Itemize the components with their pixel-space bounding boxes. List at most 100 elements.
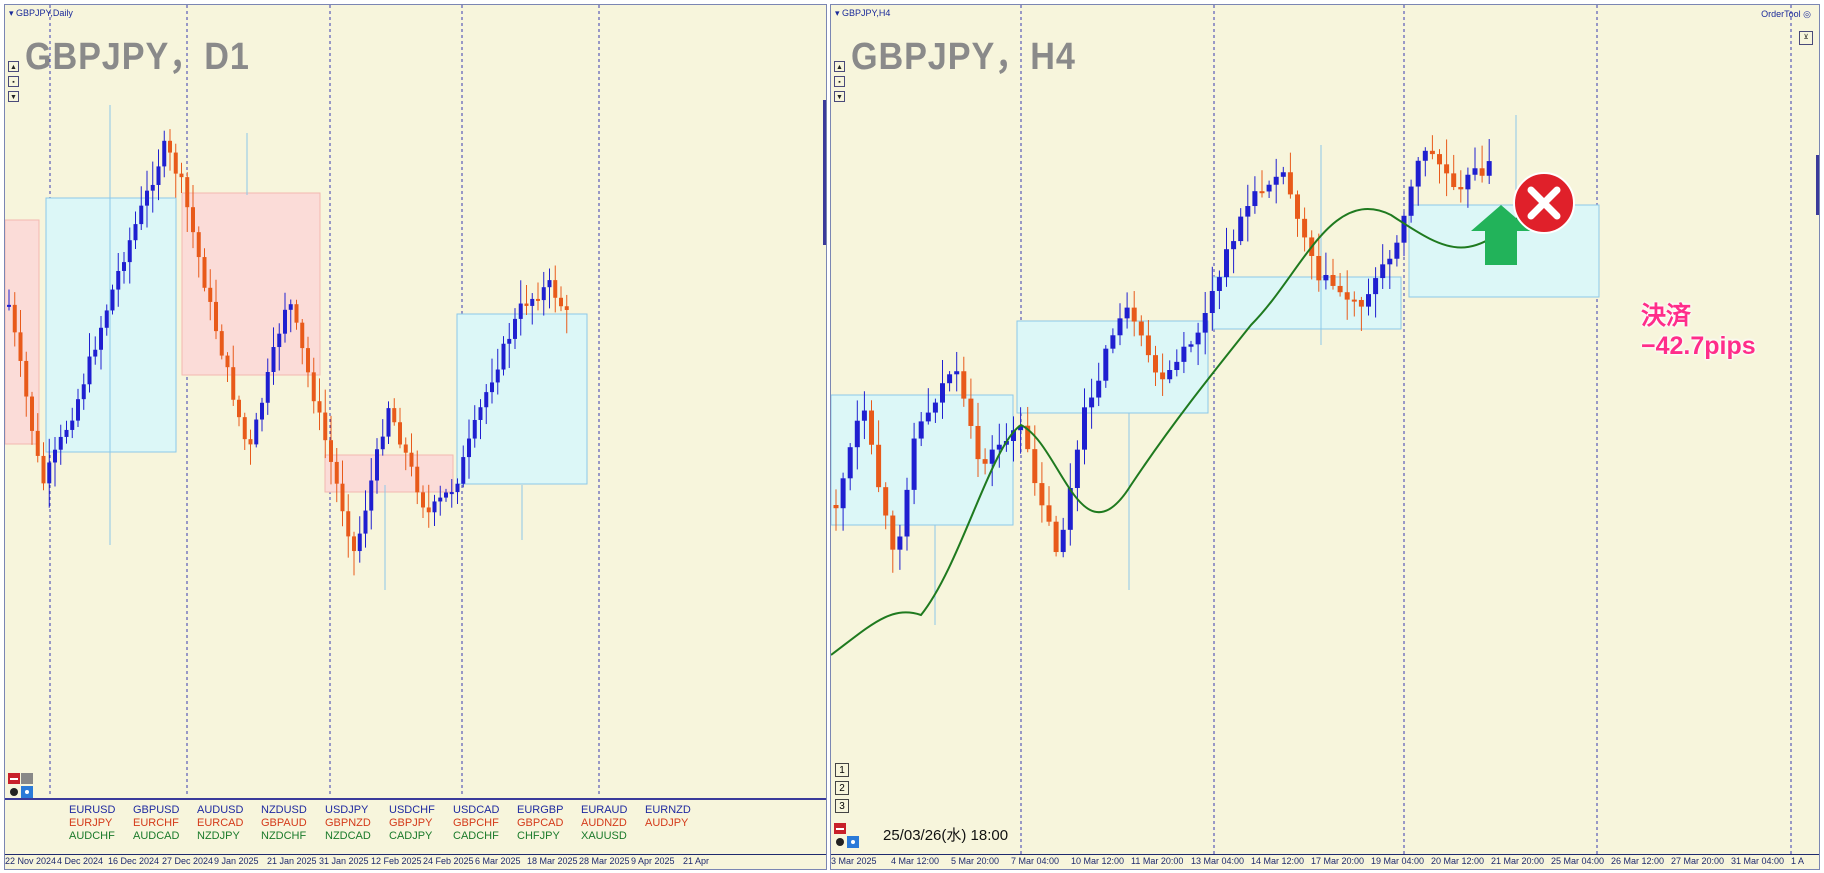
candle-body: [139, 205, 144, 225]
candle-body: [237, 399, 241, 418]
x-axis-label: 6 Mar 2025: [475, 856, 521, 866]
candle-body: [12, 304, 17, 333]
pair-selector-panel: EURUSD EURJPY AUDCHF GBPUSD EURCHF AUDCAD AUDU…: [5, 798, 826, 852]
x-axis-label: 12 Feb 2025: [371, 856, 422, 866]
candle-body: [300, 322, 305, 349]
pair-link[interactable]: USDJPY: [325, 804, 369, 816]
window-title: ▾ GBPJPY,H4: [835, 8, 891, 18]
chart-tool-icons[interactable]: [8, 773, 34, 799]
pair-link[interactable]: USDCHF: [389, 804, 435, 816]
scrollbar[interactable]: [1816, 155, 1819, 215]
template-button-3[interactable]: 3: [835, 799, 849, 813]
template-button-2[interactable]: 2: [835, 781, 849, 795]
candle-body: [127, 240, 132, 263]
dropdown-icon[interactable]: ▾: [9, 8, 17, 18]
pair-link[interactable]: AUDCHF: [69, 830, 115, 842]
candle-body: [162, 140, 167, 167]
candle-body: [1422, 150, 1428, 161]
candle-body: [1216, 277, 1222, 291]
candle-body: [1188, 344, 1194, 347]
candle-body: [288, 304, 293, 310]
x-axis-label: 4 Dec 2024: [57, 856, 104, 866]
pair-link[interactable]: EURCHF: [133, 817, 179, 829]
h4-chart-canvas[interactable]: [831, 5, 1820, 870]
candle-body: [248, 439, 253, 445]
pair-link[interactable]: EURJPY: [69, 817, 113, 829]
pair-link[interactable]: AUDNZD: [581, 817, 627, 829]
candle-body: [271, 347, 276, 373]
pair-link[interactable]: GBPUSD: [133, 804, 180, 816]
candle-body: [1124, 307, 1130, 319]
x-axis-label: 17 Mar 20:00: [1311, 856, 1365, 866]
pair-link[interactable]: GBPAUD: [261, 817, 307, 829]
pair-link[interactable]: NZDCAD: [325, 830, 371, 842]
scroll-down-icon[interactable]: ▼: [8, 91, 19, 102]
candle-body: [1074, 449, 1080, 489]
pair-link[interactable]: EURNZD: [645, 804, 691, 816]
x-axis-label: 1 A: [1791, 856, 1805, 866]
settle-pips: −42.7pips: [1641, 332, 1756, 360]
candle-body: [311, 372, 316, 402]
candle-body: [449, 492, 454, 495]
zoom-icon[interactable]: ▪: [8, 76, 19, 87]
candle-body: [70, 420, 75, 430]
candle-body: [76, 399, 80, 421]
pair-link[interactable]: NZDUSD: [261, 804, 307, 816]
pair-link[interactable]: XAUUSD: [581, 830, 627, 842]
pair-column: EURUSD EURJPY AUDCHF: [69, 804, 115, 843]
pair-link[interactable]: GBPCHF: [453, 817, 499, 829]
pair-link[interactable]: EURCAD: [197, 817, 244, 829]
candle-body: [1287, 172, 1293, 195]
x-axis-label: 24 Feb 2025: [423, 856, 474, 866]
candle-body: [145, 190, 149, 206]
pair-link[interactable]: EURAUD: [581, 804, 628, 816]
template-button-1[interactable]: 1: [835, 763, 849, 777]
pin-icon[interactable]: ⊻: [1799, 31, 1813, 45]
h4-chart-window[interactable]: ▾ GBPJPY,H4 OrderTool ◎ ⊻ GBPJPY，H4 ▲ ▪ …: [830, 4, 1820, 870]
x-axis-label: 9 Apr 2025: [631, 856, 675, 866]
candle-body: [196, 232, 201, 258]
pair-link[interactable]: USDCAD: [453, 804, 500, 816]
candle-body: [432, 501, 437, 513]
scrollbar[interactable]: [823, 100, 826, 245]
daily-chart-window[interactable]: ▾ GBPJPY,Daily GBPJPY，D1 ▲ ▪ ▼ EURUSD EUR…: [4, 4, 827, 870]
scroll-up-icon[interactable]: ▲: [834, 61, 845, 72]
pair-link[interactable]: NZDCHF: [261, 830, 307, 842]
candle-body: [1117, 318, 1123, 336]
candle-body: [1103, 348, 1109, 381]
pair-column: AUDUSD EURCAD NZDJPY: [197, 804, 243, 843]
candle-body: [467, 438, 471, 458]
scroll-down-icon[interactable]: ▼: [834, 91, 845, 102]
pair-link[interactable]: AUDCAD: [133, 830, 180, 842]
pair-link[interactable]: EURGBP: [517, 804, 564, 816]
candle-body: [380, 436, 385, 450]
pair-link[interactable]: GBPNZD: [325, 817, 371, 829]
x-axis-label: 31 Mar 04:00: [1731, 856, 1785, 866]
pair-link[interactable]: CADCHF: [453, 830, 499, 842]
settlement-annotation: 決済 −42.7pips: [1641, 301, 1756, 361]
pair-link[interactable]: AUDUSD: [197, 804, 244, 816]
pair-link[interactable]: CHFJPY: [517, 830, 560, 842]
scroll-up-icon[interactable]: ▲: [8, 61, 19, 72]
pair-link[interactable]: CADJPY: [389, 830, 433, 842]
candle-body: [840, 478, 846, 509]
candle-body: [242, 417, 247, 440]
candle-body: [214, 301, 218, 332]
pair-link[interactable]: GBPJPY: [389, 817, 433, 829]
pair-column: USDJPY GBPNZD NZDCAD: [325, 804, 371, 843]
candle-body: [1472, 168, 1478, 175]
pair-link[interactable]: EURUSD: [69, 804, 116, 816]
chart-tool-icons[interactable]: [834, 823, 860, 849]
pair-link[interactable]: NZDJPY: [197, 830, 240, 842]
pair-link[interactable]: AUDJPY: [645, 817, 689, 829]
pair-link[interactable]: GBPCAD: [517, 817, 564, 829]
current-datetime: 25/03/26(水) 18:00: [883, 827, 1009, 844]
candle-body: [1401, 215, 1407, 243]
daily-chart-canvas[interactable]: [5, 5, 827, 870]
candle-body: [1295, 194, 1300, 219]
zoom-icon[interactable]: ▪: [834, 76, 845, 87]
dropdown-icon[interactable]: ▾: [835, 8, 843, 18]
candle-body: [150, 184, 155, 191]
gear-icon[interactable]: ◎: [1803, 9, 1811, 19]
order-tool-label[interactable]: OrderTool ◎: [1761, 9, 1811, 19]
